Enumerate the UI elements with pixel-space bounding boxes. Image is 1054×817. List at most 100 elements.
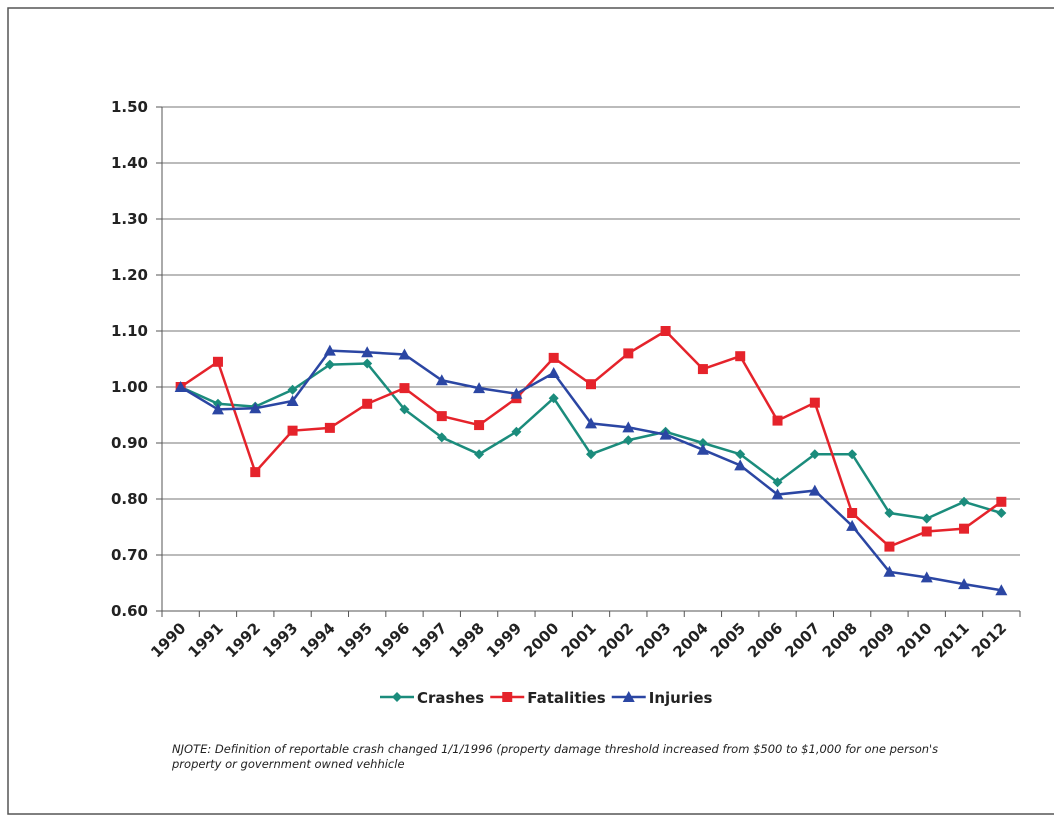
- marker: [174, 381, 187, 392]
- marker: [809, 449, 820, 460]
- x-tick-label: 1998: [446, 619, 488, 661]
- series-line: [179, 329, 1003, 549]
- marker: [959, 496, 970, 507]
- marker: [399, 383, 410, 394]
- y-tick-label: 1.20: [111, 266, 148, 284]
- marker: [697, 364, 708, 375]
- marker: [212, 356, 223, 367]
- legend-marker: [392, 692, 402, 702]
- marker: [435, 374, 448, 386]
- x-tick-label: 2005: [707, 619, 749, 661]
- x-tick-label: 2000: [520, 619, 562, 661]
- y-tick-label: 1.50: [111, 98, 148, 116]
- marker: [884, 541, 895, 552]
- x-tick-label: 1995: [334, 619, 376, 661]
- marker: [846, 519, 859, 531]
- marker: [808, 484, 821, 496]
- y-tick-label: 1.10: [111, 322, 148, 340]
- legend-label: Crashes: [417, 689, 484, 707]
- marker: [921, 513, 932, 524]
- marker: [586, 449, 596, 460]
- x-tick-label: 1996: [371, 619, 413, 661]
- x-tick-label: 1990: [147, 619, 189, 661]
- x-tick-label: 2002: [595, 619, 637, 661]
- x-tick-label: 1999: [483, 619, 525, 661]
- marker: [920, 571, 933, 583]
- marker: [623, 348, 634, 359]
- marker: [735, 449, 746, 460]
- marker: [586, 379, 596, 390]
- marker: [995, 584, 1008, 596]
- marker: [511, 426, 522, 437]
- x-tick-label: 1997: [408, 619, 450, 661]
- marker: [996, 496, 1007, 507]
- note: NJOTE: Definition of reportable crash ch…: [172, 742, 939, 771]
- y-tick-label: 0.80: [111, 490, 148, 508]
- marker: [771, 488, 784, 500]
- marker: [622, 421, 635, 433]
- marker: [772, 477, 783, 488]
- legend-label: Injuries: [649, 689, 713, 707]
- y-tick-label: 1.30: [111, 210, 148, 228]
- marker: [883, 565, 896, 577]
- x-tick-label: 2010: [893, 619, 935, 661]
- marker: [884, 508, 895, 518]
- y-tick-label: 1.40: [111, 154, 148, 172]
- legend-label: Fatalities: [527, 689, 606, 707]
- marker: [399, 404, 410, 415]
- y-tick-label: 0.90: [111, 434, 148, 452]
- marker: [660, 326, 671, 336]
- x-tick-label: 1994: [296, 619, 338, 661]
- marker: [847, 449, 858, 460]
- marker: [361, 346, 374, 358]
- marker: [772, 415, 783, 426]
- marker: [735, 351, 746, 362]
- x-tick-label: 2004: [669, 619, 711, 661]
- marker: [362, 398, 373, 409]
- x-tick-label: 2012: [968, 619, 1010, 661]
- x-tick-label: 2006: [744, 619, 786, 661]
- marker: [734, 459, 747, 471]
- x-tick-label: 2007: [781, 619, 823, 661]
- x-tick-label: 2003: [632, 619, 674, 661]
- x-tick-label: 2008: [819, 619, 861, 661]
- x-tick-label: 1992: [222, 619, 264, 661]
- marker: [623, 435, 634, 446]
- x-tick-label: 1991: [185, 619, 227, 661]
- marker: [659, 428, 672, 440]
- marker: [548, 393, 559, 404]
- marker: [473, 382, 486, 394]
- y-tick-label: 0.60: [111, 602, 148, 620]
- marker: [250, 467, 261, 478]
- marker: [585, 417, 597, 429]
- marker: [362, 358, 373, 369]
- y-tick-label: 1.00: [111, 378, 148, 396]
- marker: [696, 443, 709, 455]
- marker: [474, 449, 485, 460]
- legend-marker: [502, 692, 513, 702]
- marker: [547, 367, 560, 378]
- x-tick-label: 2001: [558, 619, 600, 661]
- legend-marker: [622, 691, 635, 702]
- marker: [211, 403, 224, 415]
- marker: [249, 402, 262, 414]
- marker: [436, 411, 447, 422]
- marker: [398, 348, 411, 360]
- marker: [287, 384, 298, 395]
- marker: [436, 432, 447, 443]
- marker: [324, 359, 335, 370]
- x-tick-label: 2011: [931, 619, 973, 661]
- legend: Crashes Fatalities Injuries: [380, 689, 713, 707]
- marker: [286, 395, 299, 406]
- marker: [548, 352, 559, 363]
- x-tick-label: 2009: [856, 619, 898, 661]
- marker: [323, 344, 336, 356]
- marker: [697, 438, 708, 448]
- marker: [324, 422, 335, 433]
- frame: [7, 7, 1054, 815]
- marker: [921, 526, 932, 537]
- marker: [809, 397, 820, 408]
- marker: [958, 578, 971, 590]
- x-tick-label: 1993: [259, 619, 301, 661]
